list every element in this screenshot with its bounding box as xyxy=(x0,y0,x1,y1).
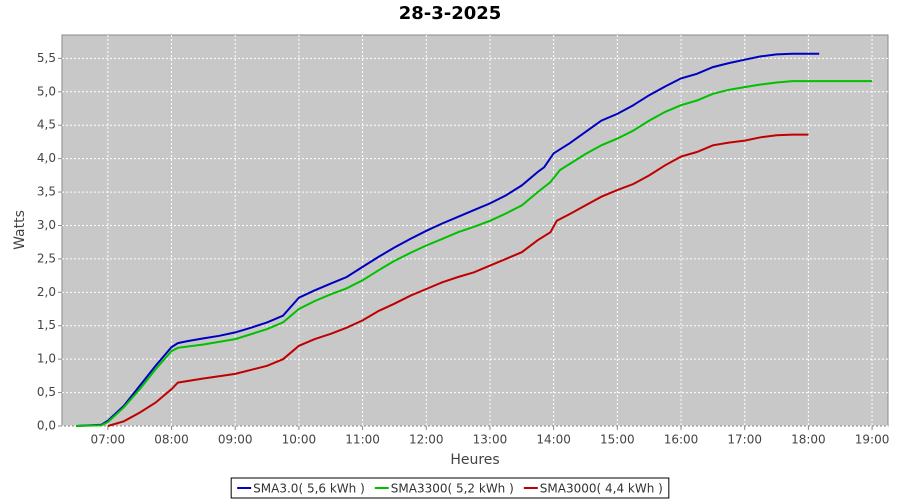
x-tick-label: 17:00 xyxy=(727,433,762,447)
legend-label: SMA3000( 4,4 kWh ) xyxy=(540,482,663,496)
chart-title: 28-3-2025 xyxy=(399,3,502,24)
x-tick-label: 09:00 xyxy=(218,433,253,447)
y-tick-label: 0,5 xyxy=(37,385,56,399)
plot-area xyxy=(61,34,889,427)
x-tick-label: 19:00 xyxy=(855,433,890,447)
x-tick-label: 13:00 xyxy=(473,433,508,447)
x-tick-label: 12:00 xyxy=(409,433,444,447)
y-tick-label: 0,0 xyxy=(37,419,56,433)
legend: SMA3.0( 5,6 kWh ) SMA3300( 5,2 kWh ) SMA30… xyxy=(230,477,670,499)
y-tick-label: 4,5 xyxy=(37,118,56,132)
y-tick-label: 3,5 xyxy=(37,185,56,199)
series-line xyxy=(75,52,820,427)
y-tick-label: 1,5 xyxy=(37,318,56,332)
x-tick-label: 07:00 xyxy=(91,433,126,447)
y-tick-label: 3,0 xyxy=(37,218,56,232)
series-line xyxy=(107,133,809,427)
y-tick-label: 5,5 xyxy=(37,51,56,65)
x-tick-label: 10:00 xyxy=(282,433,317,447)
y-axis-label: Watts xyxy=(12,210,28,250)
series-line xyxy=(75,80,873,427)
x-axis-label: Heures xyxy=(450,452,499,468)
x-tick-label: 14:00 xyxy=(536,433,571,447)
y-tick-label: 2,0 xyxy=(37,285,56,299)
y-tick-label: 4,0 xyxy=(37,151,56,165)
x-tick-label: 08:00 xyxy=(154,433,189,447)
x-tick-label: 16:00 xyxy=(664,433,699,447)
y-tick-label: 1,0 xyxy=(37,352,56,366)
legend-label: SMA3300( 5,2 kWh ) xyxy=(391,482,514,496)
y-tick-label: 2,5 xyxy=(37,251,56,265)
x-tick-label: 15:00 xyxy=(600,433,635,447)
y-tick-label: 5,0 xyxy=(37,84,56,98)
x-tick-label: 18:00 xyxy=(791,433,826,447)
x-tick-label: 11:00 xyxy=(345,433,380,447)
legend-label: SMA3.0( 5,6 kWh ) xyxy=(253,482,365,496)
legend-box xyxy=(230,477,670,499)
